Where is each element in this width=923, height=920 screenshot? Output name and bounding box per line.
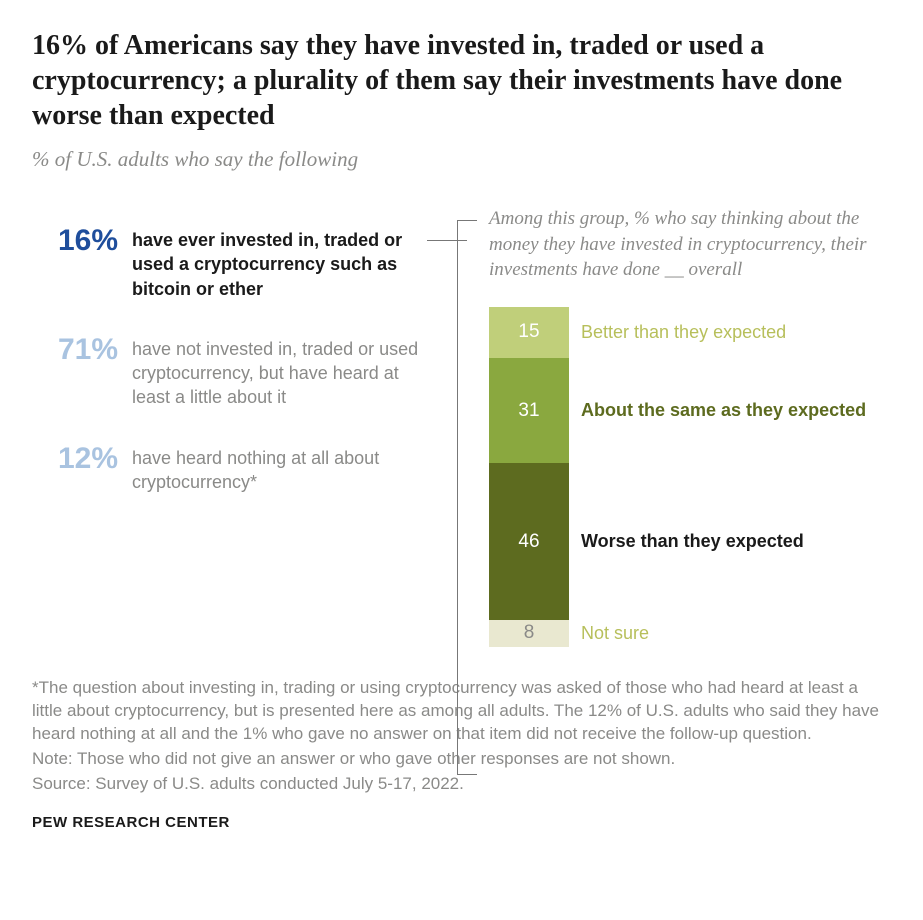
bar-segment: 46 [489, 463, 569, 619]
stat-text: have ever invested in, traded or used a … [132, 222, 427, 301]
bar-segment: 15 [489, 307, 569, 358]
stat-pct: 16% [40, 222, 118, 257]
right-note: Among this group, % who say thinking abo… [489, 200, 887, 283]
chart-title: 16% of Americans say they have invested … [32, 28, 891, 133]
stat-pct: 71% [40, 331, 118, 366]
bar-segment: 8 [489, 620, 569, 647]
bar-label: Worse than they expected [581, 463, 887, 619]
bracket-icon [457, 220, 477, 775]
right-column: Among this group, % who say thinking abo… [457, 200, 887, 647]
stacked-bar-chart: 15 31 46 8 Better than they expected Abo… [489, 307, 887, 647]
stat-pct: 12% [40, 440, 118, 475]
left-column: 16% have ever invested in, traded or use… [32, 200, 427, 647]
bar-segment: 31 [489, 358, 569, 463]
stat-row: 16% have ever invested in, traded or use… [40, 222, 427, 301]
bar-label: Better than they expected [581, 307, 887, 358]
source-label: PEW RESEARCH CENTER [32, 814, 891, 831]
bar-label: About the same as they expected [581, 358, 887, 463]
bar-label: Not sure [581, 620, 887, 647]
stat-text: have heard nothing at all about cryptocu… [132, 440, 427, 495]
bar-labels: Better than they expected About the same… [569, 307, 887, 647]
stat-row: 71% have not invested in, traded or used… [40, 331, 427, 410]
stat-row: 12% have heard nothing at all about cryp… [40, 440, 427, 495]
content-area: 16% have ever invested in, traded or use… [32, 200, 891, 647]
footnote: Source: Survey of U.S. adults conducted … [32, 773, 891, 796]
bar-column: 15 31 46 8 [489, 307, 569, 647]
stat-text: have not invested in, traded or used cry… [132, 331, 427, 410]
chart-subtitle: % of U.S. adults who say the following [32, 147, 891, 172]
